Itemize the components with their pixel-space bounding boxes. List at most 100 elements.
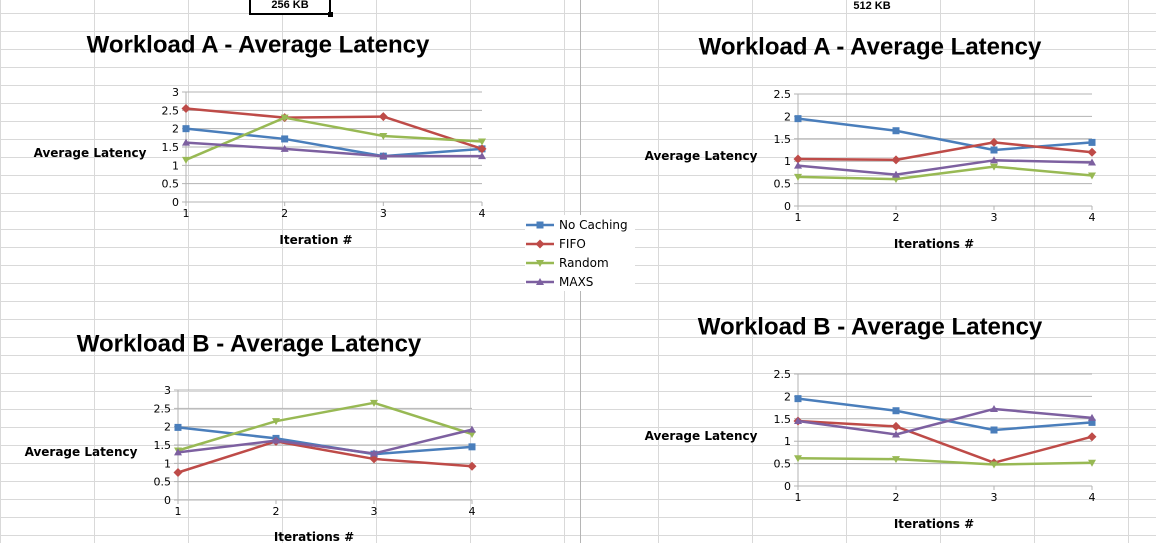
header-cell-256kb[interactable]: 256 KB (249, 0, 333, 17)
data-point-fifo (477, 144, 487, 154)
y-tick-label: 1.5 (162, 141, 180, 154)
data-point-random (990, 163, 998, 171)
series-line-no-caching[interactable] (185, 127, 483, 158)
series-line-fifo[interactable] (177, 440, 473, 474)
legend-item-fifo[interactable]: FIFO (525, 234, 635, 253)
data-point-fifo (1087, 432, 1097, 442)
data-point-maxs (280, 144, 289, 152)
y-tick-label: 3 (172, 86, 179, 99)
header-cell-512kb[interactable]: 512 KB (830, 0, 914, 13)
legend-label: No Caching (559, 217, 628, 232)
y-tick-label: 1 (164, 457, 171, 470)
data-point-no-caching (468, 443, 476, 451)
chart-legend[interactable]: No Caching FIFO Random MAXS (525, 215, 635, 291)
data-point-maxs (468, 425, 476, 433)
data-point-fifo (369, 454, 379, 464)
series-line-maxs[interactable] (797, 407, 1093, 436)
data-point-no-caching (1088, 418, 1096, 426)
data-point-maxs (990, 404, 998, 412)
legend-label: Random (559, 255, 609, 270)
fill-handle[interactable] (328, 12, 333, 17)
x-axis-label: Iterations # (274, 530, 354, 543)
legend-marker (536, 259, 544, 267)
legend-marker (536, 221, 544, 228)
series-line-random[interactable] (177, 401, 473, 452)
x-tick-label: 2 (273, 505, 280, 518)
data-point-maxs (182, 138, 190, 146)
chart-title: Workload B - Average Latency (77, 330, 422, 357)
data-point-maxs (272, 436, 280, 444)
legend-item-random[interactable]: Random (525, 253, 635, 272)
data-point-maxs (370, 449, 378, 457)
y-tick-label: 0.5 (154, 476, 172, 489)
series-line-random[interactable] (797, 456, 1093, 466)
data-point-maxs (794, 161, 802, 169)
data-point-no-caching (182, 125, 190, 133)
data-point-no-caching (892, 407, 900, 415)
y-tick-label: 1.5 (154, 439, 172, 452)
data-point-random (794, 173, 802, 181)
y-tick-label: 0.5 (774, 458, 792, 471)
y-tick-label: 0.5 (774, 178, 792, 191)
y-tick-label: 0 (784, 480, 791, 493)
x-tick-label: 2 (893, 211, 900, 224)
data-point-fifo (891, 155, 901, 165)
data-point-maxs (478, 152, 486, 160)
data-point-maxs (892, 430, 900, 438)
y-tick-label: 2 (784, 390, 791, 403)
data-point-no-caching (794, 395, 802, 403)
legend-key (525, 257, 555, 269)
legend-label: FIFO (559, 236, 586, 251)
series-line-maxs[interactable] (177, 428, 473, 455)
x-axis-label: Iterations # (894, 237, 974, 251)
y-axis-label: Average Latency (34, 146, 147, 160)
y-tick-label: 2.5 (774, 368, 792, 381)
data-point-fifo (378, 112, 388, 122)
y-tick-label: 1 (172, 159, 179, 172)
data-point-maxs (990, 156, 998, 164)
data-point-random (468, 431, 476, 438)
data-point-maxs (1088, 158, 1096, 166)
legend-item-no-caching[interactable]: No Caching (525, 215, 635, 234)
data-point-maxs (379, 152, 388, 160)
x-tick-label: 1 (175, 505, 182, 518)
data-point-random (1088, 172, 1096, 180)
data-point-fifo (793, 154, 803, 164)
y-tick-label: 0.5 (162, 178, 180, 191)
series-line-random[interactable] (797, 165, 1093, 181)
data-point-fifo (467, 461, 477, 471)
data-point-no-caching (281, 135, 289, 143)
data-point-no-caching (892, 127, 900, 135)
series-line-fifo[interactable] (797, 419, 1093, 464)
series-line-no-caching[interactable] (797, 397, 1093, 432)
x-axis-label: Iteration # (279, 233, 352, 247)
data-point-random (280, 114, 289, 122)
x-tick-label: 1 (795, 491, 802, 504)
x-tick-label: 3 (371, 505, 378, 518)
data-point-no-caching (794, 115, 802, 123)
data-point-random (272, 418, 280, 426)
y-tick-label: 2 (164, 421, 171, 434)
y-axis-label: Average Latency (645, 149, 758, 163)
series-line-fifo[interactable] (797, 141, 1093, 162)
data-point-maxs (1088, 413, 1096, 421)
data-point-no-caching (990, 426, 998, 434)
data-point-fifo (989, 137, 999, 147)
header-label-512kb: 512 KB (853, 0, 891, 12)
header-label-256kb: 256 KB (271, 0, 309, 11)
legend-item-maxs[interactable]: MAXS (525, 272, 635, 291)
y-tick-label: 2.5 (154, 402, 172, 415)
series-line-random[interactable] (185, 116, 483, 161)
y-tick-label: 2.5 (774, 88, 792, 101)
data-point-no-caching (1088, 138, 1096, 146)
series-line-maxs[interactable] (185, 141, 482, 158)
series-line-fifo[interactable] (185, 107, 483, 151)
series-line-maxs[interactable] (797, 159, 1093, 176)
y-tick-label: 3 (164, 384, 171, 397)
x-tick-label: 3 (991, 491, 998, 504)
data-point-maxs (174, 448, 182, 456)
